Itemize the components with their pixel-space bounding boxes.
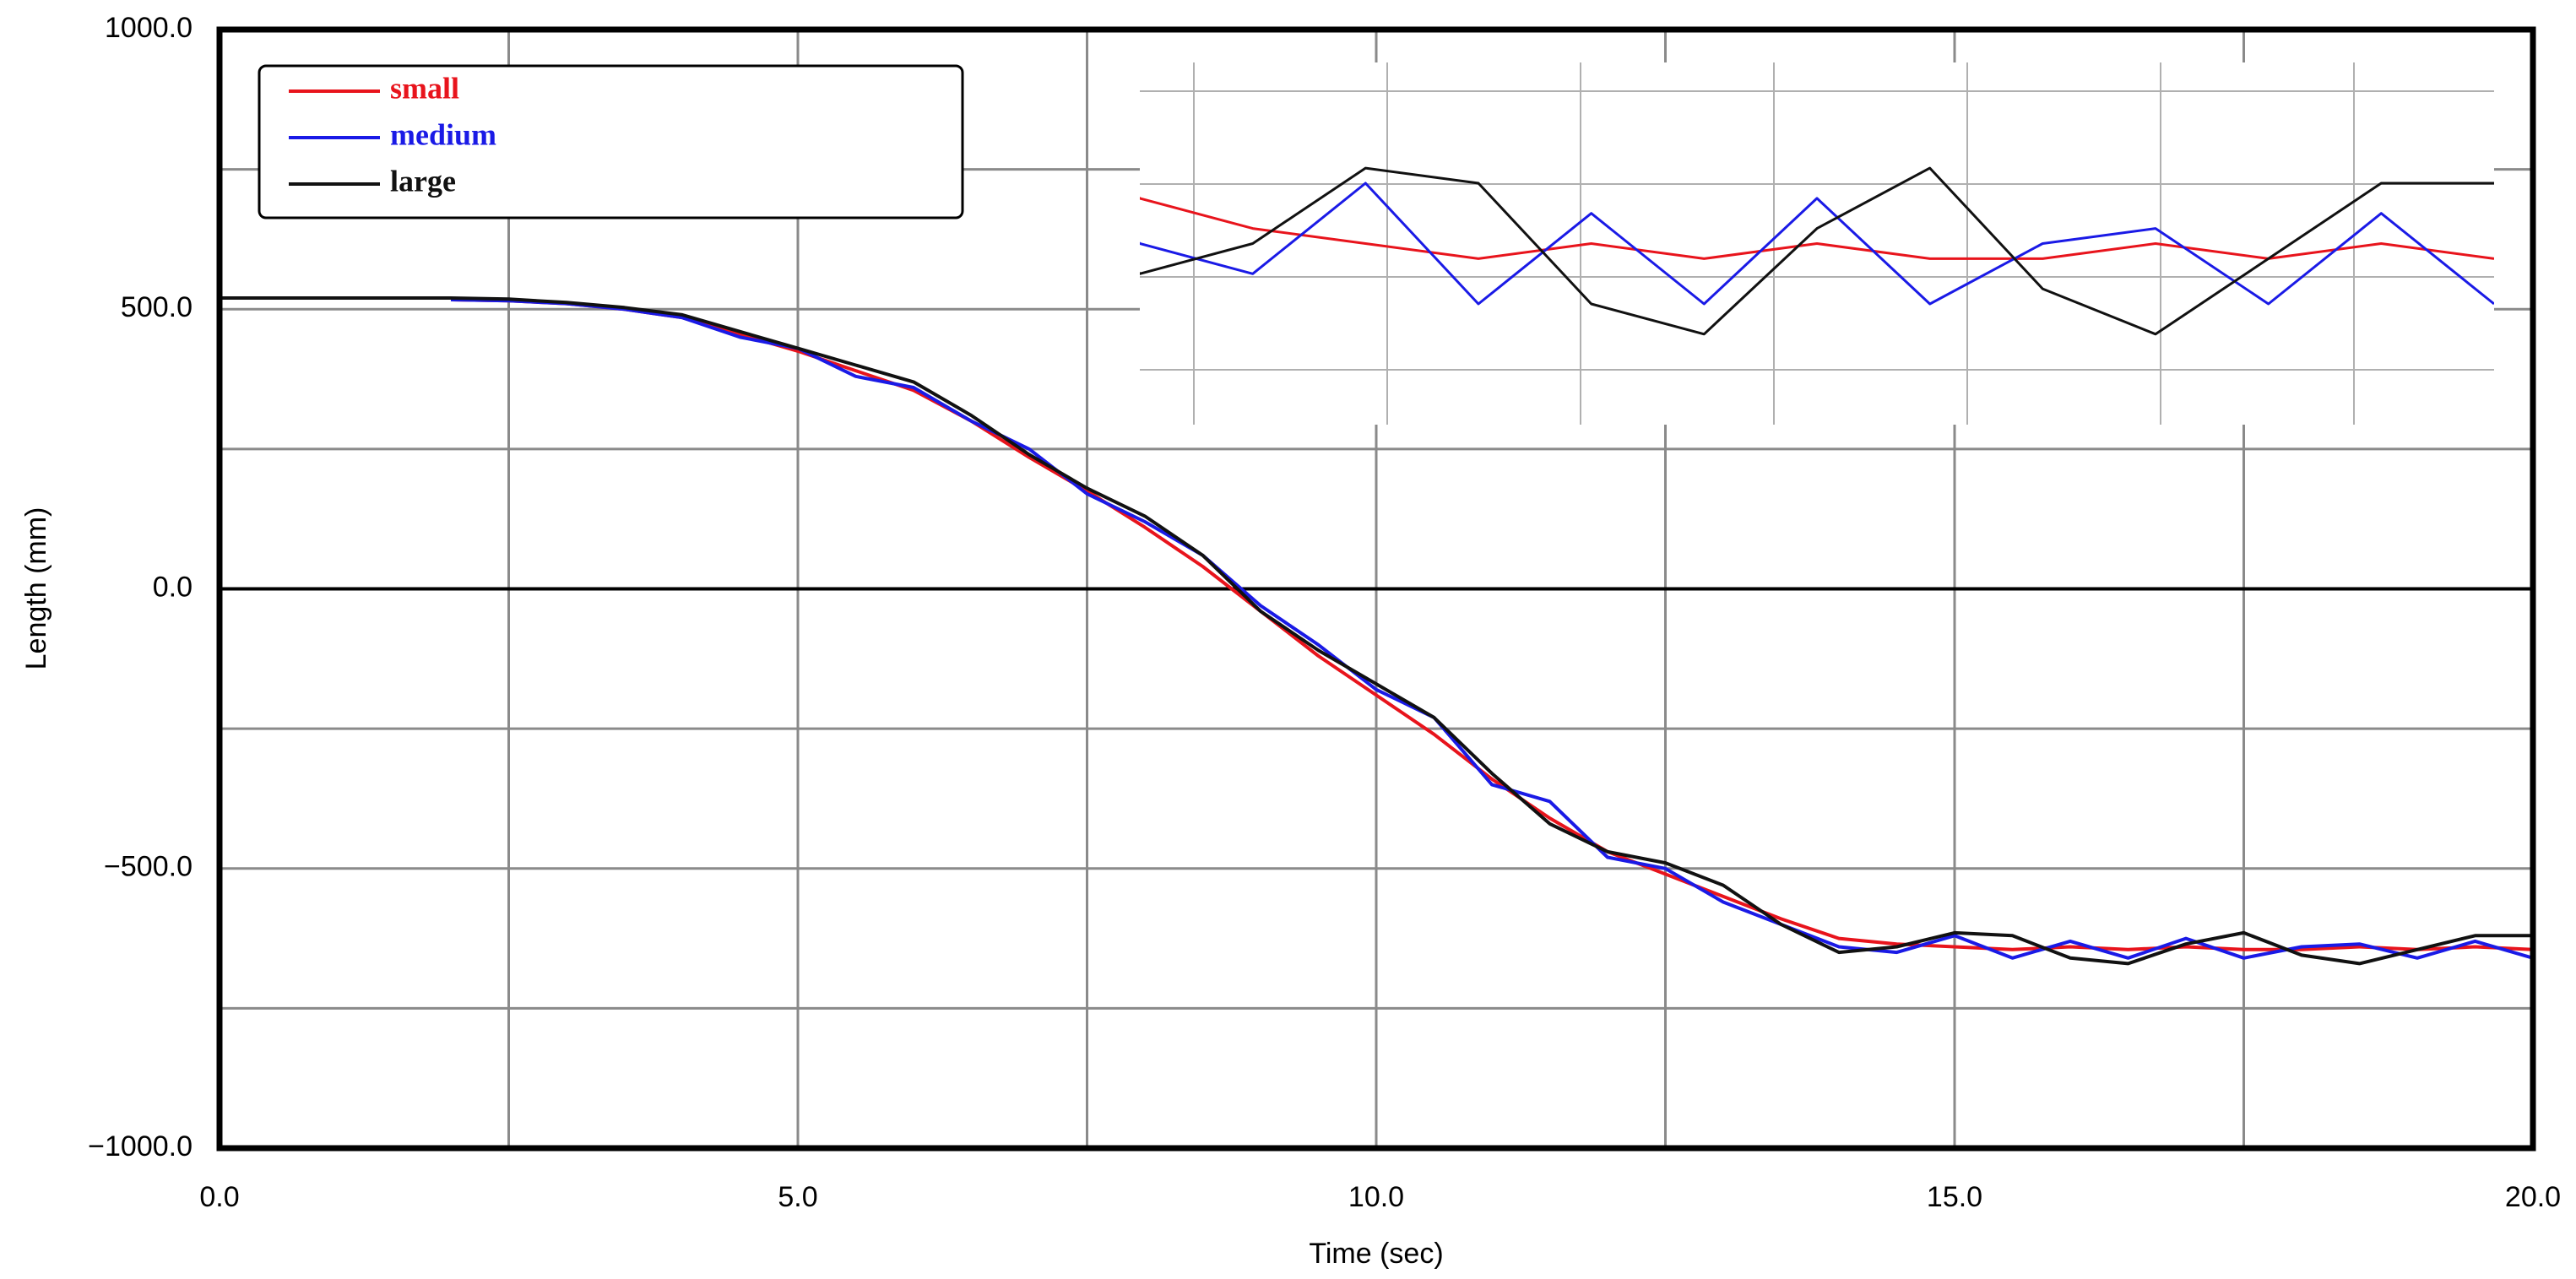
plot-frame: [216, 26, 2536, 1152]
y-axis-label: Length (mm): [20, 507, 52, 670]
inset-lines: [1140, 166, 2494, 336]
inset-series-line: [1140, 166, 2494, 336]
series-line: [220, 296, 2533, 966]
inset-series-line: [1140, 196, 2494, 260]
series-line: [450, 298, 2533, 951]
x-tick-label: 15.0: [1927, 1181, 1982, 1213]
y-tick-label: −1000.0: [88, 1130, 193, 1162]
y-tick-label: 0.0: [153, 571, 193, 603]
x-tick-label: 0.0: [199, 1181, 239, 1213]
plot-lines: [220, 296, 2533, 966]
labels: Time (sec) Length (mm) 0.0 5.0 10.0 15.0 20.…: [20, 12, 2561, 1270]
inset-series-line: [1140, 182, 2494, 306]
legend-label: medium: [390, 117, 496, 151]
x-tick-label: 5.0: [778, 1181, 817, 1213]
legend: small medium large: [258, 64, 964, 219]
x-tick-label: 10.0: [1348, 1181, 1404, 1213]
legend-label: small: [390, 71, 459, 105]
legend-box: [258, 64, 964, 219]
y-tick-label: 500.0: [121, 291, 193, 323]
inset-grid: [1140, 62, 2494, 425]
x-tick-label: 20.0: [2505, 1181, 2561, 1213]
x-axis-label: Time (sec): [1309, 1238, 1443, 1270]
legend-label: large: [390, 164, 456, 198]
y-tick-label: −500.0: [104, 851, 193, 883]
y-tick-label: 1000.0: [105, 12, 193, 44]
